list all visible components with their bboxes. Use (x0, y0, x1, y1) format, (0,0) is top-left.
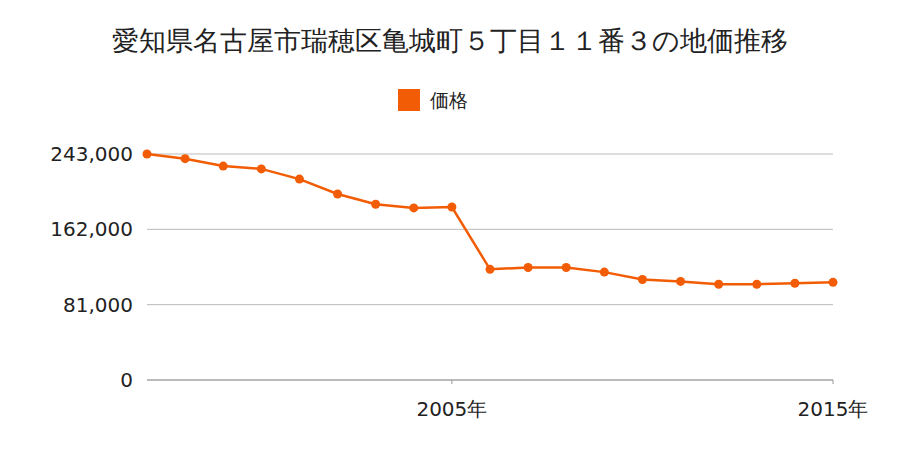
x-tick (451, 380, 452, 384)
grid-line (147, 304, 833, 305)
point (295, 175, 304, 184)
grid-line (147, 154, 833, 155)
point (600, 268, 609, 277)
point (181, 154, 190, 163)
point (562, 263, 571, 272)
y-tick-label: 0 (120, 368, 133, 392)
point (676, 277, 685, 286)
legend-swatch (398, 89, 420, 111)
point (219, 162, 228, 171)
line (147, 154, 833, 284)
x-tick (833, 380, 834, 384)
point (638, 275, 647, 284)
title: 愛知県名古屋市瑞穂区亀城町５丁目１１番３の地価推移 (112, 25, 788, 56)
x-tick-label: 2005年 (416, 397, 487, 421)
point (790, 279, 799, 288)
y-tick-label: 243,000 (50, 142, 133, 166)
grid-line (147, 229, 833, 230)
point (752, 280, 761, 289)
y-tick-label: 81,000 (63, 293, 133, 317)
chart: 愛知県名古屋市瑞穂区亀城町５丁目１１番３の地価推移 0 81,000 162,000 2… (0, 0, 900, 450)
point (447, 203, 456, 212)
point (143, 150, 152, 159)
y-tick-label: 162,000 (50, 217, 133, 241)
point (829, 278, 838, 287)
point (714, 280, 723, 289)
point (409, 203, 418, 212)
legend-label: 価格 (430, 89, 468, 111)
point (371, 200, 380, 209)
plot-area (143, 150, 838, 289)
x-axis (147, 380, 833, 381)
point (257, 164, 266, 173)
x-tick-label: 2015年 (798, 397, 869, 421)
point (524, 263, 533, 272)
grid-line (147, 380, 833, 381)
point (486, 265, 495, 274)
point (333, 189, 342, 198)
